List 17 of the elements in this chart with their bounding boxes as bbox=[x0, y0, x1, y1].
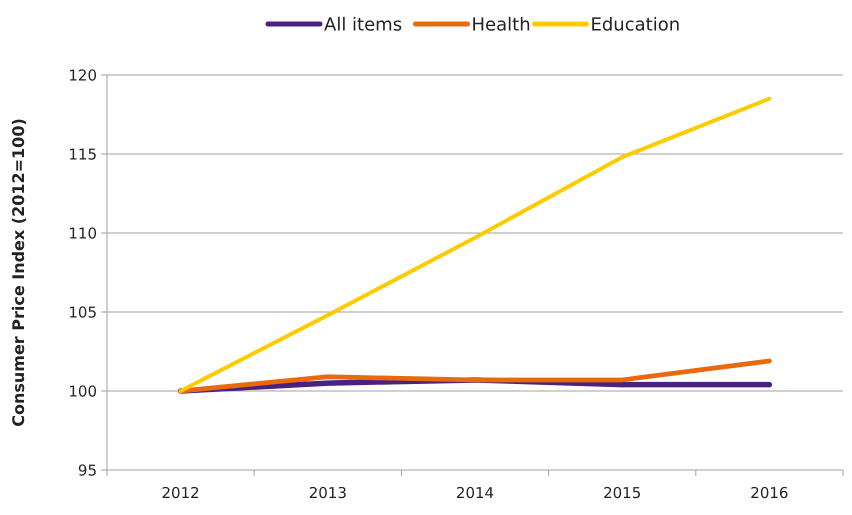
legend-label: All items bbox=[324, 14, 402, 36]
y-tick-label: 95 bbox=[78, 461, 97, 480]
line-series bbox=[178, 358, 772, 394]
y-tick-label: 120 bbox=[68, 66, 97, 84]
y-tick-label: 115 bbox=[68, 145, 97, 164]
legend-label: Health bbox=[472, 14, 531, 36]
x-tick-label: 2016 bbox=[750, 484, 788, 502]
x-tick-label: 2015 bbox=[603, 484, 642, 502]
x-tick-label: 2014 bbox=[456, 484, 494, 502]
y-tick-label: 105 bbox=[68, 303, 97, 322]
y-tick-label: 110 bbox=[68, 224, 97, 242]
y-axis-title: Consumer Price Index (2012=100) bbox=[9, 118, 28, 427]
legend-label: Education bbox=[590, 14, 680, 36]
line-series bbox=[178, 96, 772, 393]
x-tick-label: 2013 bbox=[308, 484, 347, 502]
x-tick-label: 2012 bbox=[162, 484, 200, 502]
y-tick-label: 100 bbox=[68, 382, 97, 400]
